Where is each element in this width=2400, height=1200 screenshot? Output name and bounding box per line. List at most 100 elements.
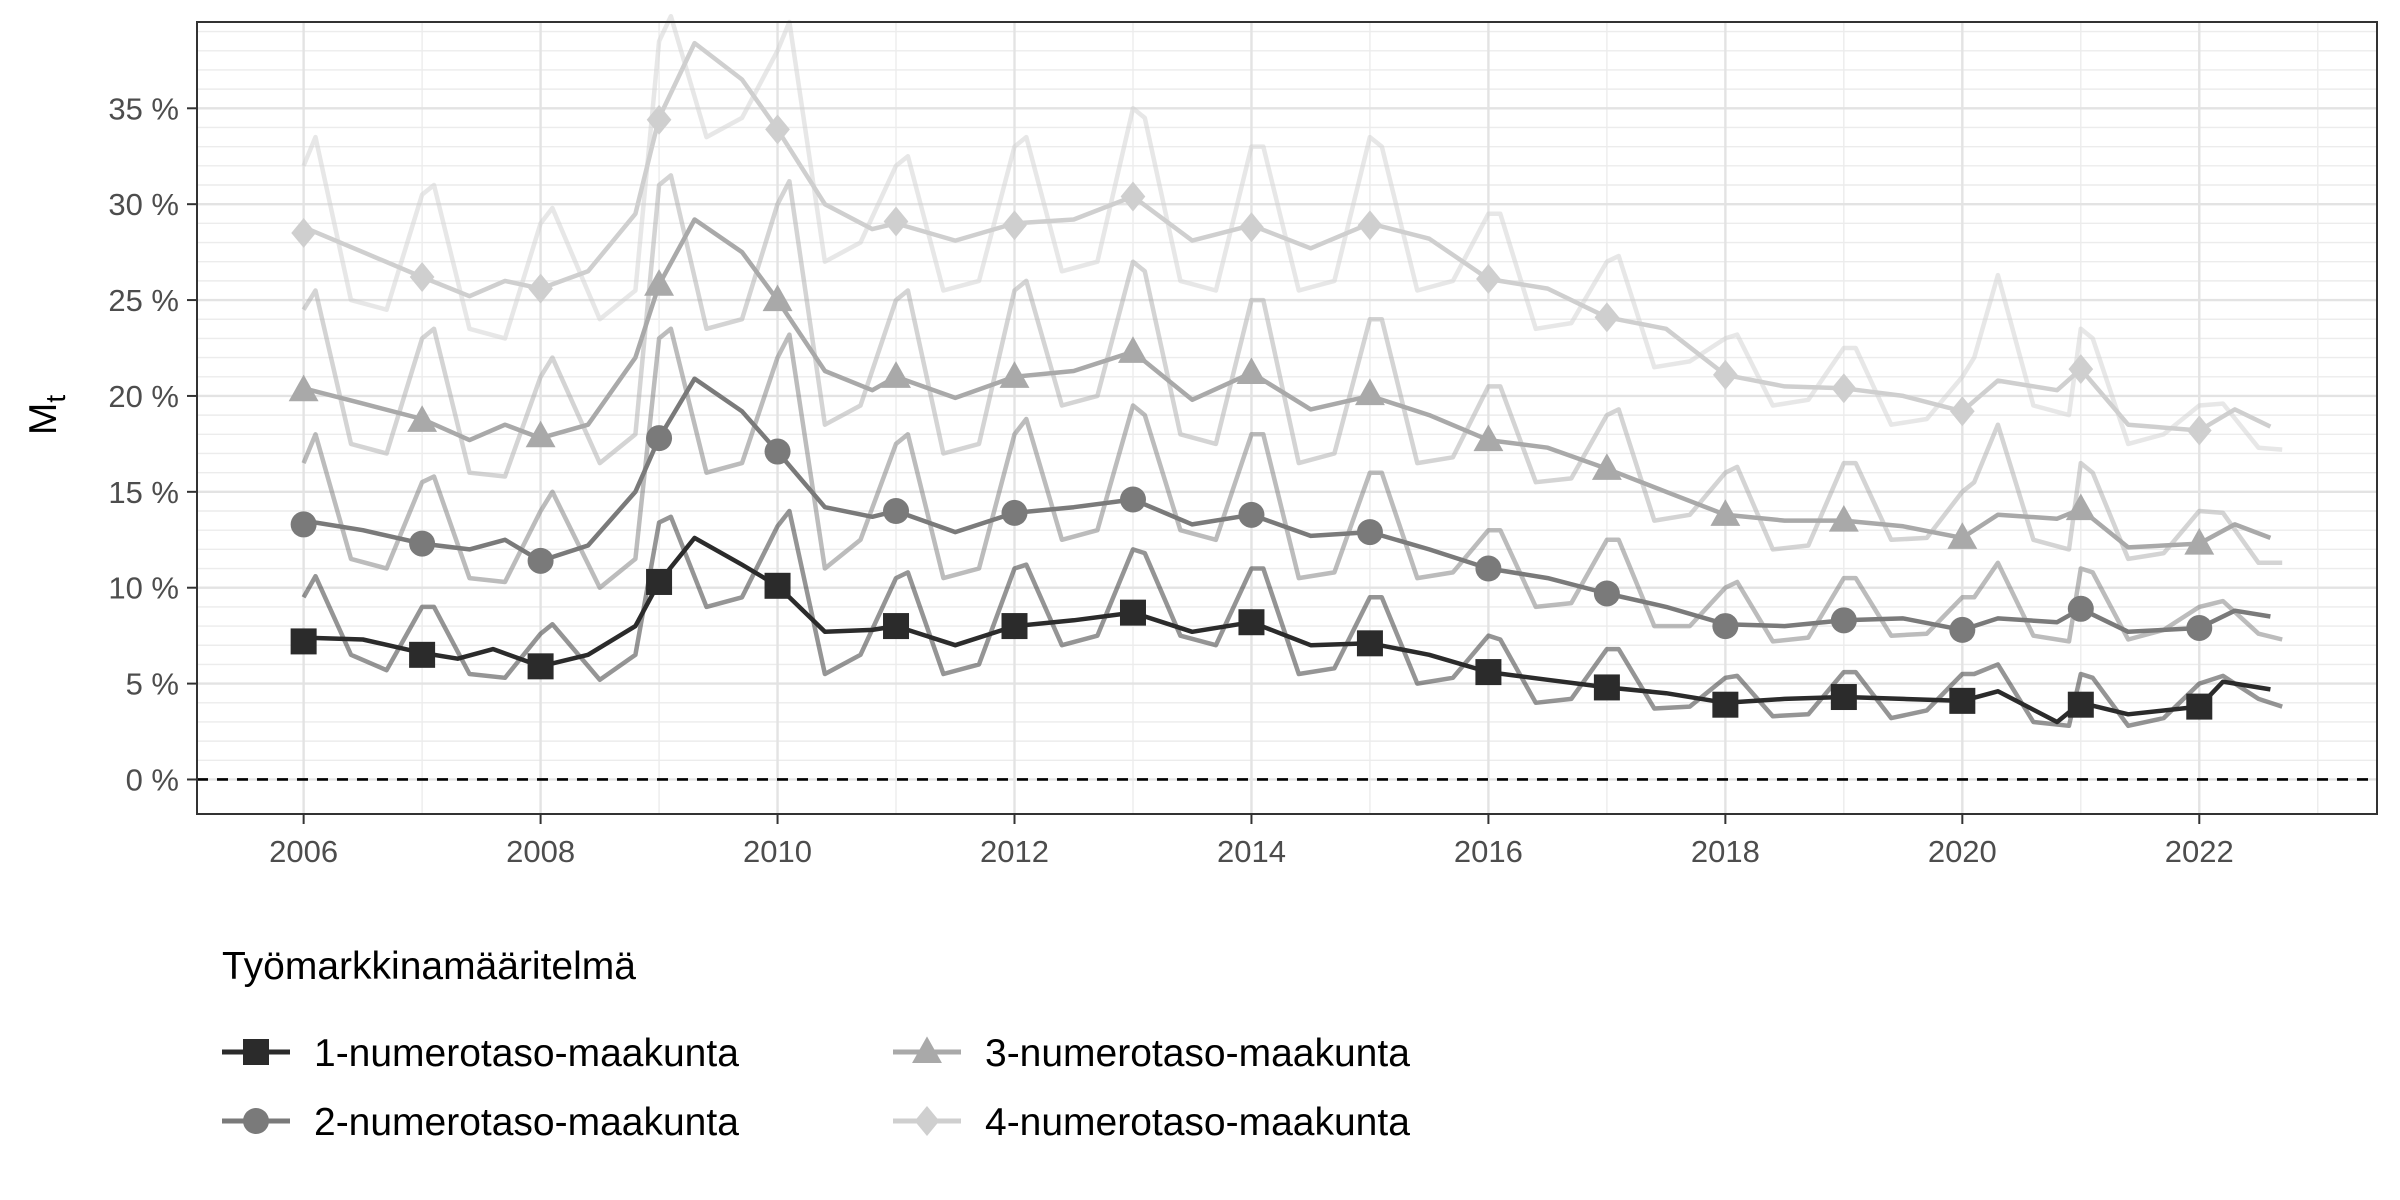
y-tick-label: 5 % <box>126 667 179 702</box>
data-point-diamond <box>883 206 909 237</box>
data-point-circle <box>409 530 436 557</box>
data-point-square <box>1238 609 1265 636</box>
x-tick-label: 2014 <box>1217 834 1286 869</box>
trend-line-series-4 <box>302 40 2272 433</box>
data-point-diamond <box>2068 354 2094 385</box>
data-point-square <box>1830 684 1857 711</box>
data-point-triangle <box>762 284 793 312</box>
data-point-square <box>1712 691 1739 718</box>
data-point-square <box>2186 693 2213 720</box>
data-point-square <box>1949 687 1976 714</box>
data-point-triangle <box>1354 378 1385 406</box>
data-point-circle <box>1001 499 1028 526</box>
trend-series-lines <box>302 40 2272 725</box>
data-point-square <box>2067 691 2094 718</box>
data-point-triangle <box>525 420 556 448</box>
data-point-diamond <box>1831 373 1857 404</box>
raw-line-series-4 <box>301 13 2283 452</box>
data-point-diamond <box>291 217 316 248</box>
trend-line-series-2 <box>303 376 2271 635</box>
data-point-circle <box>646 425 673 452</box>
data-point-square <box>646 568 673 595</box>
data-point-circle <box>764 438 791 465</box>
data-point-diamond <box>2186 415 2212 446</box>
data-point-circle <box>1356 519 1383 546</box>
data-point-triangle <box>2184 528 2215 555</box>
y-tick-label: 15 % <box>108 475 179 510</box>
data-point-diamond <box>528 273 553 304</box>
data-point-triangle <box>644 269 675 296</box>
series-markers <box>288 104 2215 720</box>
data-point-diamond <box>1357 210 1383 241</box>
data-point-square <box>1356 630 1383 657</box>
data-point-circle <box>2067 595 2094 622</box>
data-point-circle <box>2186 614 2213 641</box>
trend-line-series-1 <box>303 535 2271 725</box>
y-tick-label: 25 % <box>108 283 179 318</box>
trend-line-series-3 <box>303 217 2272 550</box>
data-point-triangle <box>999 361 1030 388</box>
legend-label: 2-numerotaso-maakunta <box>314 1101 739 1144</box>
data-point-triangle <box>288 374 319 402</box>
data-point-square <box>409 641 436 668</box>
x-tick-label: 2016 <box>1454 834 1523 869</box>
y-tick-label: 30 % <box>108 187 179 222</box>
plot-panel-border <box>196 21 2378 815</box>
data-point-square <box>1001 613 1028 640</box>
data-point-triangle <box>1591 453 1622 480</box>
data-point-circle <box>1119 486 1146 513</box>
data-point-square <box>1475 659 1502 686</box>
data-point-square <box>764 572 791 599</box>
data-point-diamond <box>1002 210 1027 241</box>
x-axis: 2006 2008 2010 2012 2014 2016 2018 2020 2022 <box>269 814 2234 869</box>
data-point-circle <box>1475 555 1502 582</box>
raw-series-lines <box>301 13 2283 729</box>
y-tick-label: 10 % <box>108 571 179 606</box>
y-tick-label: 20 % <box>108 379 179 414</box>
data-point-circle <box>1238 501 1265 528</box>
legend-key-triangle <box>912 1036 942 1064</box>
y-tick-label: 35 % <box>108 91 179 126</box>
data-point-square <box>1593 674 1620 701</box>
legend: 1-numerotaso-maakunta 3-numerotaso-maakun… <box>222 1032 1410 1144</box>
x-tick-label: 2010 <box>743 834 812 869</box>
data-point-diamond <box>1120 181 1146 212</box>
data-point-circle <box>883 498 910 525</box>
legend-key-diamond <box>914 1106 940 1136</box>
data-point-diamond <box>1239 212 1264 243</box>
raw-line-series-3 <box>301 173 2283 566</box>
data-point-diamond <box>1713 359 1738 390</box>
y-tick-label: 0 % <box>126 762 179 797</box>
data-point-triangle <box>1947 522 1978 549</box>
data-point-diamond <box>1594 302 1620 333</box>
y-axis: 0 % 5 % 10 % 15 % 20 % 25 % 30 % 35 % <box>108 91 197 797</box>
data-point-diamond <box>765 114 790 145</box>
x-tick-label: 2006 <box>269 834 338 869</box>
legend-key-circle <box>243 1108 269 1134</box>
x-tick-label: 2020 <box>1928 834 1997 869</box>
data-point-triangle <box>2065 493 2096 521</box>
data-point-triangle <box>881 361 911 388</box>
y-axis-title: Mt <box>22 395 71 436</box>
data-point-square <box>527 653 554 680</box>
data-point-triangle <box>1710 499 1741 526</box>
legend-key-square <box>243 1039 269 1065</box>
data-point-circle <box>1712 613 1739 640</box>
data-point-square <box>290 628 317 655</box>
x-tick-label: 2008 <box>506 834 575 869</box>
data-point-triangle <box>1473 424 1504 452</box>
data-point-triangle <box>407 405 438 432</box>
data-point-diamond <box>409 262 435 293</box>
data-point-diamond <box>1476 264 1501 294</box>
data-point-circle <box>1949 616 1976 643</box>
legend-label: 4-numerotaso-maakunta <box>985 1101 1410 1144</box>
data-point-square <box>1119 599 1146 626</box>
legend-label: 3-numerotaso-maakunta <box>985 1032 1410 1075</box>
data-point-triangle <box>1118 336 1148 363</box>
x-tick-label: 2022 <box>2165 834 2234 869</box>
data-point-triangle <box>1236 357 1267 384</box>
legend-label: 1-numerotaso-maakunta <box>314 1032 739 1075</box>
data-point-triangle <box>1828 504 1859 532</box>
raw-line-series-2 <box>301 326 2283 644</box>
